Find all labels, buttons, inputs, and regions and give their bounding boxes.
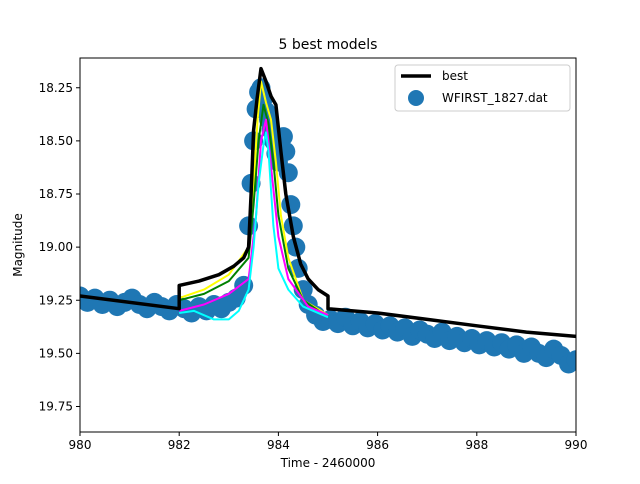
x-tick-label: 984 xyxy=(267,438,290,452)
y-tick-label: 19.00 xyxy=(39,240,73,254)
plot-area xyxy=(80,66,576,374)
legend-label: WFIRST_1827.dat xyxy=(442,91,548,105)
data-point xyxy=(281,195,301,215)
x-tick-label: 990 xyxy=(565,438,588,452)
y-tick-label: 18.75 xyxy=(39,187,73,201)
chart-title: 5 best models xyxy=(279,37,378,53)
y-tick-label: 19.50 xyxy=(39,346,73,360)
legend-marker-swatch xyxy=(408,90,424,106)
x-tick-label: 988 xyxy=(465,438,488,452)
best-model-line xyxy=(80,66,576,339)
legend-label: best xyxy=(442,69,468,83)
x-tick-label: 980 xyxy=(69,438,92,452)
model-line-4 xyxy=(179,131,329,321)
y-tick-label: 18.50 xyxy=(39,134,73,148)
y-axis-label: Magnitude xyxy=(11,213,25,277)
legend: best WFIRST_1827.dat xyxy=(394,64,571,112)
y-tick-label: 19.25 xyxy=(39,293,73,307)
model-line-3 xyxy=(178,118,329,317)
model-line-1 xyxy=(178,80,329,316)
x-axis-label: Time - 2460000 xyxy=(280,456,376,470)
data-point xyxy=(283,216,303,236)
y-tick-label: 19.75 xyxy=(39,400,73,414)
model-line-2 xyxy=(178,103,329,319)
y-tick-label: 18.25 xyxy=(39,81,73,95)
legend-box xyxy=(394,64,571,112)
x-tick-label: 982 xyxy=(168,438,191,452)
data-point xyxy=(566,350,576,370)
x-tick-label: 986 xyxy=(366,438,389,452)
axes-frame xyxy=(79,57,577,433)
